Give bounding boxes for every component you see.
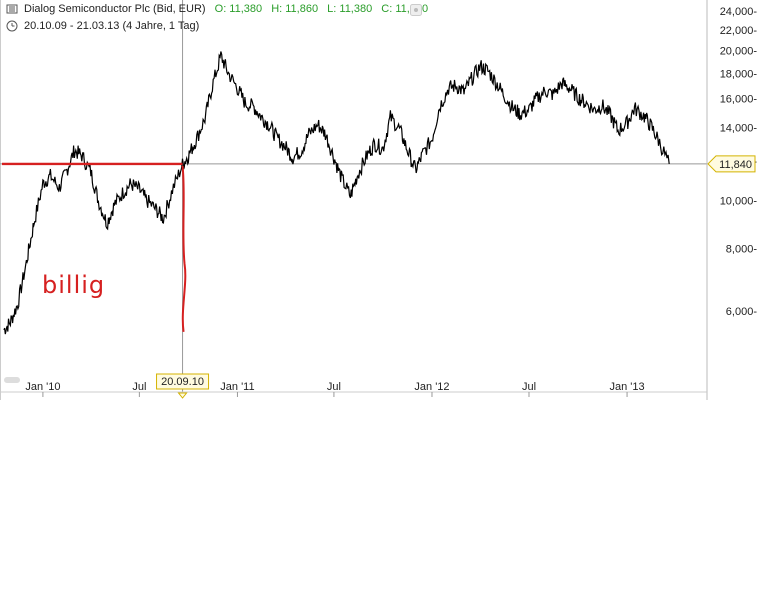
current-price-label: 11,840	[719, 159, 752, 171]
annotation-vertical-stroke	[181, 165, 187, 333]
annotation-label: billig	[42, 271, 105, 299]
y-tick-label: 14,000-	[720, 123, 758, 135]
current-price-marker: 11,840	[707, 155, 756, 173]
date-box-pointer	[177, 392, 188, 399]
y-tick-label: 20,000-	[720, 45, 758, 57]
x-tick-label: Jan '12	[414, 381, 449, 393]
chart-type-icon[interactable]	[6, 3, 18, 15]
open-value: O: 11,380	[214, 3, 263, 15]
crosshair-date-label: 20.09.10	[161, 376, 204, 388]
date-range: 20.10.09 - 21.03.13 (4 Jahre, 1 Tag)	[24, 20, 200, 32]
date-box-bg	[156, 373, 210, 390]
price-marker-bg	[707, 155, 756, 173]
y-tick-label: 6,000-	[726, 306, 758, 318]
x-tick-label: Jul	[327, 381, 341, 393]
x-tick-label: Jul	[132, 381, 146, 393]
chart-header: Dialog Semiconductor Plc (Bid, EUR) O: 1…	[24, 3, 434, 15]
crosshair-date-box: 20.09.10	[156, 373, 210, 399]
y-tick-label: 22,000-	[720, 25, 758, 37]
y-tick-label: 24,000-	[720, 6, 758, 18]
settings-icon[interactable]	[410, 4, 422, 16]
x-tick-label: Jan '13	[609, 381, 644, 393]
instrument-name: Dialog Semiconductor Plc (Bid, EUR)	[24, 3, 206, 15]
y-tick-label: 18,000-	[720, 68, 758, 80]
y-tick-label: 10,000-	[720, 195, 758, 207]
low-value: L: 11,380	[327, 3, 373, 15]
y-tick-label: 16,000-	[720, 94, 758, 106]
x-tick-label: Jul	[522, 381, 536, 393]
clock-icon	[6, 20, 18, 32]
x-tick-label: Jan '10	[25, 381, 60, 393]
high-value: H: 11,860	[271, 3, 319, 15]
x-tick-label: Jan '11	[220, 381, 254, 393]
y-tick-label: 8,000-	[726, 244, 758, 256]
price-line	[3, 51, 670, 335]
scroll-handle[interactable]	[4, 377, 20, 383]
